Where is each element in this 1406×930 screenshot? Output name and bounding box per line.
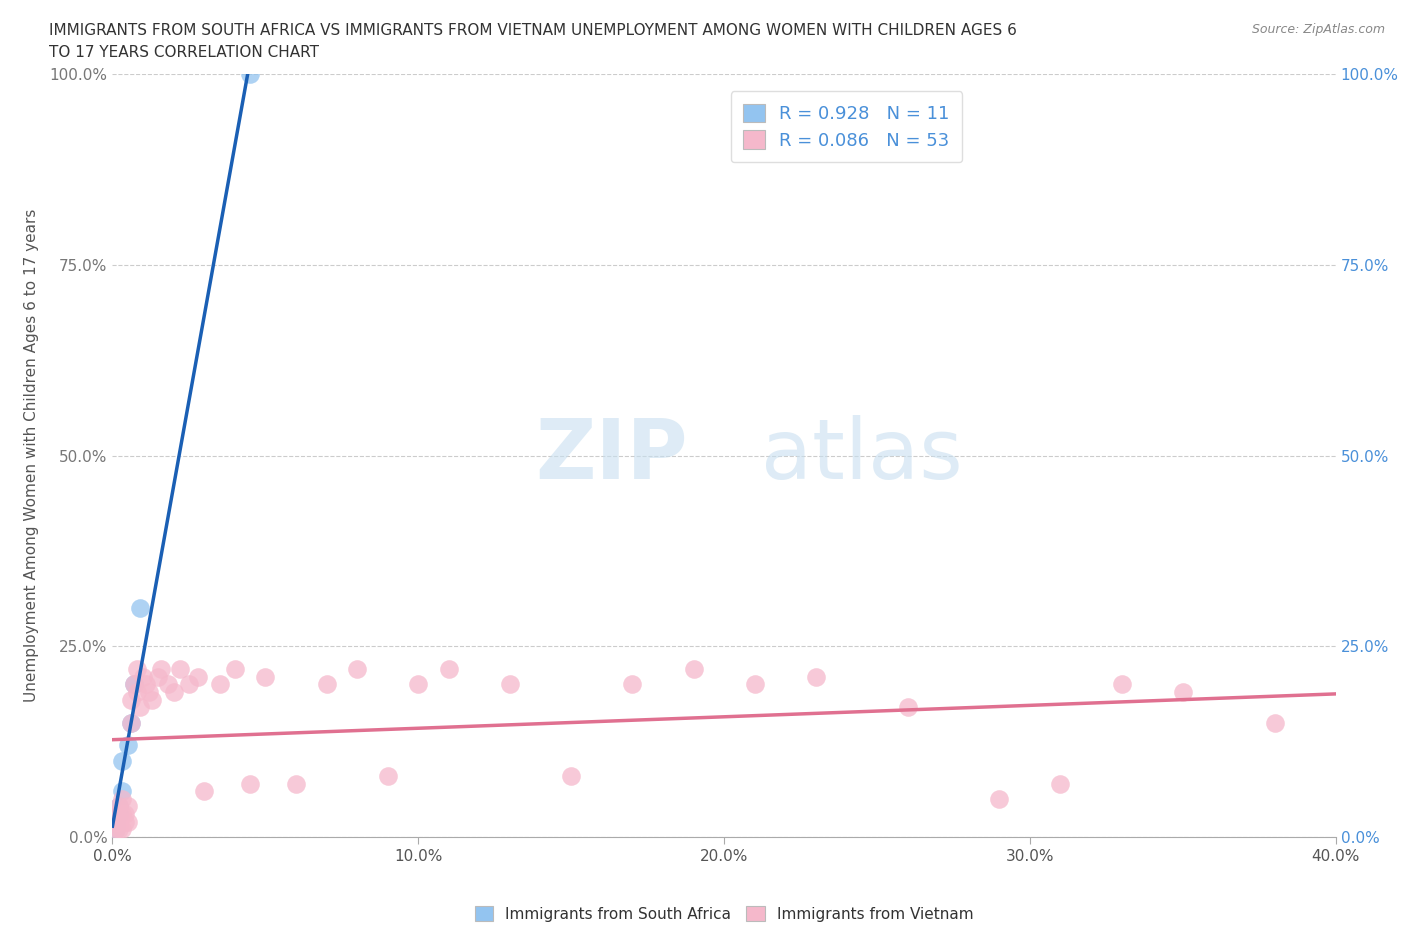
Point [120,692,142,707]
Point [117,799,139,814]
Point [104,822,127,837]
Point [104,806,127,821]
Point [1264,715,1286,730]
Point [107,815,129,830]
Point [107,822,129,837]
Text: TO 17 YEARS CORRELATION CHART: TO 17 YEARS CORRELATION CHART [49,45,319,60]
Point [135,677,157,692]
Point [125,662,148,677]
Point [111,822,134,837]
Point [107,799,129,814]
Point [187,670,209,684]
Point [117,738,139,753]
Point [114,815,136,830]
Point [150,662,173,677]
Text: ZIP: ZIP [534,415,688,497]
Point [744,677,766,692]
Point [122,677,145,692]
Point [111,753,134,768]
Point [682,662,704,677]
Point [163,684,186,699]
Point [122,677,145,692]
Point [284,777,308,791]
Point [437,662,460,677]
Point [239,67,262,82]
Point [224,662,246,677]
Point [239,777,262,791]
Point [107,799,129,814]
Point [988,791,1011,806]
Point [148,670,170,684]
Point [114,806,136,821]
Point [111,806,134,821]
Point [156,677,179,692]
Point [120,715,142,730]
Point [117,815,139,830]
Point [254,670,277,684]
Point [193,784,215,799]
Point [408,677,430,692]
Point [1049,777,1071,791]
Point [804,670,827,684]
Point [1171,684,1194,699]
Point [169,662,191,677]
Legend: Immigrants from South Africa, Immigrants from Vietnam: Immigrants from South Africa, Immigrants… [467,898,981,929]
Point [897,700,920,715]
Point [377,768,399,783]
Point [104,815,127,830]
Point [111,791,134,806]
Point [129,601,152,616]
Point [125,684,148,699]
Point [499,677,522,692]
Point [104,822,127,837]
Point [132,670,155,684]
Point [315,677,337,692]
Point [120,715,142,730]
Point [138,684,160,699]
Text: atlas: atlas [761,415,963,497]
Text: Source: ZipAtlas.com: Source: ZipAtlas.com [1251,23,1385,36]
Point [141,692,163,707]
Point [177,677,200,692]
Point [111,784,134,799]
Point [346,662,368,677]
Point [621,677,644,692]
Point [560,768,582,783]
Point [129,700,152,715]
Point [208,677,231,692]
Point [1111,677,1133,692]
Point [104,815,127,830]
Y-axis label: Unemployment Among Women with Children Ages 6 to 17 years: Unemployment Among Women with Children A… [24,209,38,702]
Point [107,806,129,821]
Text: IMMIGRANTS FROM SOUTH AFRICA VS IMMIGRANTS FROM VIETNAM UNEMPLOYMENT AMONG WOMEN: IMMIGRANTS FROM SOUTH AFRICA VS IMMIGRAN… [49,23,1017,38]
